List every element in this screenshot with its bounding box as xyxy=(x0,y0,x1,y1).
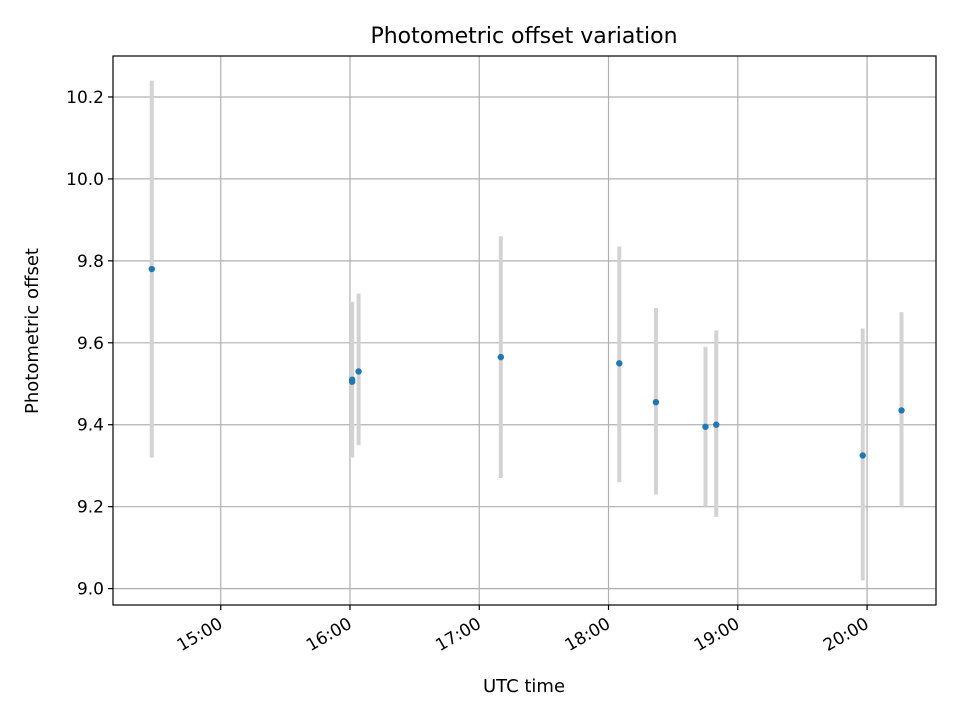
plot-frame xyxy=(112,55,937,606)
y-tick-label: 9.8 xyxy=(77,252,104,272)
data-point xyxy=(652,398,660,406)
x-axis-ticks: 15:00 16:00 17:00 18:00 19:00 20:00 xyxy=(174,605,873,656)
chart-title: Photometric offset variation xyxy=(370,24,677,49)
data-point xyxy=(148,265,155,273)
error-bars xyxy=(149,80,904,581)
data-point xyxy=(355,368,362,375)
x-tick-label: 20:00 xyxy=(820,614,872,656)
x-tick-label: 16:00 xyxy=(303,614,355,656)
y-tick-label: 9.4 xyxy=(77,416,104,436)
data-point xyxy=(497,353,505,361)
x-tick-label: 15:00 xyxy=(174,614,226,656)
data-points xyxy=(148,265,905,459)
data-point xyxy=(898,407,905,414)
x-tick-label: 18:00 xyxy=(562,614,614,656)
grid xyxy=(113,56,936,605)
y-tick-label: 10.2 xyxy=(66,88,104,108)
data-point xyxy=(713,421,720,428)
y-tick-label: 9.6 xyxy=(77,334,104,354)
x-tick-label: 17:00 xyxy=(432,614,484,656)
y-axis-ticks: 9.0 9.2 9.4 9.6 9.8 10.0 10.2 xyxy=(66,88,113,600)
y-tick-label: 9.0 xyxy=(77,580,104,600)
data-point xyxy=(702,423,709,430)
data-point xyxy=(348,376,356,383)
y-tick-label: 9.2 xyxy=(77,498,104,518)
y-axis-label: Photometric offset xyxy=(22,248,43,414)
data-point xyxy=(859,452,866,459)
y-tick-label: 10.0 xyxy=(66,170,104,190)
x-tick-label: 19:00 xyxy=(691,614,743,656)
x-axis-label: UTC time xyxy=(483,676,565,697)
data-point xyxy=(616,360,623,367)
